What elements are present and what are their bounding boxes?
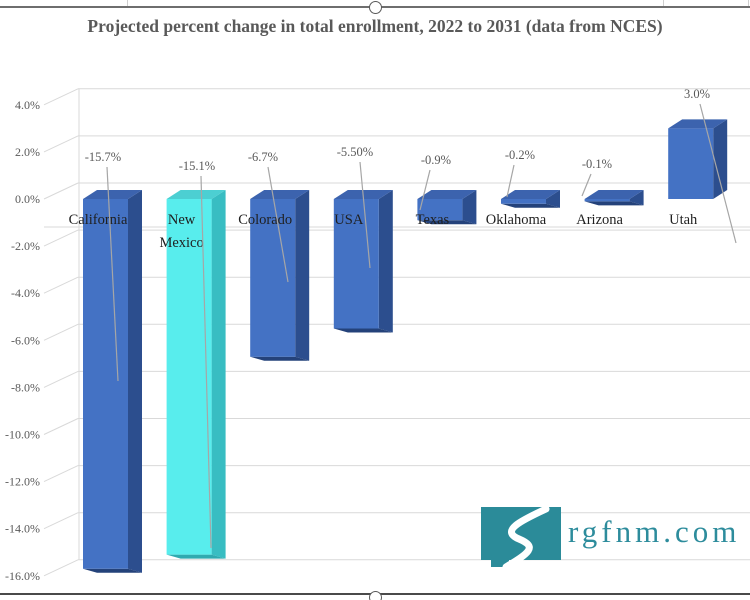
bar-utah[interactable]	[668, 119, 728, 199]
depth-tick	[43, 512, 79, 530]
bar-top-face[interactable]	[584, 190, 644, 199]
bar-usa[interactable]	[333, 190, 393, 333]
bar-front-face[interactable]	[417, 199, 463, 221]
data-label: -0.1%	[582, 157, 612, 171]
bar-top-face[interactable]	[668, 119, 728, 129]
y-axis-tick-label: -6.0%	[11, 333, 40, 347]
data-label: -15.1%	[179, 159, 215, 173]
bar-front-face[interactable]	[166, 199, 212, 555]
leader-line	[419, 169, 431, 211]
depth-tick	[43, 418, 79, 435]
bar-side-face[interactable]	[462, 190, 477, 225]
y-axis-tick-label: 0.0%	[15, 192, 40, 206]
y-axis-tick-label: 2.0%	[15, 145, 40, 159]
bar-bottom-face[interactable]	[250, 356, 310, 361]
category-label: Oklahoma	[486, 212, 547, 228]
y-axis-tick-label: -16.0%	[5, 569, 40, 583]
depth-tick	[43, 276, 79, 294]
bar-bottom-face[interactable]	[501, 203, 560, 208]
category-label: USA	[334, 212, 364, 228]
leader-line	[581, 173, 592, 197]
data-label: -6.7%	[248, 150, 278, 164]
new-mexico-state-river-icon	[481, 505, 561, 571]
leader-line	[699, 103, 737, 244]
bar-front-face[interactable]	[501, 199, 546, 204]
y-axis-tick-label: -2.0%	[11, 239, 40, 253]
y-axis-tick-label: 4.0%	[15, 98, 40, 112]
data-label: -0.2%	[505, 148, 535, 162]
selection-handle-bottom[interactable]	[369, 591, 382, 600]
data-label: -0.9%	[421, 153, 451, 167]
leader-line	[267, 166, 289, 283]
leader-line	[359, 161, 371, 269]
chart-title[interactable]: Projected percent change in total enroll…	[87, 16, 663, 36]
bar-colorado[interactable]	[250, 190, 310, 361]
bar-side-face[interactable]	[378, 190, 393, 333]
spreadsheet-gridline	[663, 0, 664, 6]
depth-tick	[43, 323, 79, 341]
bar-bottom-face[interactable]	[584, 201, 644, 206]
bar-bottom-face[interactable]	[83, 568, 142, 573]
bar-california[interactable]	[83, 190, 142, 573]
bar-bottom-face[interactable]	[333, 328, 393, 333]
leader-line	[506, 164, 515, 198]
category-label: California	[69, 212, 128, 228]
selection-handle-top[interactable]	[369, 1, 382, 14]
bar-side-face[interactable]	[128, 190, 142, 573]
depth-tick	[43, 135, 79, 153]
y-axis-tick-label: -10.0%	[5, 428, 40, 442]
bar-bottom-face[interactable]	[417, 220, 477, 225]
y-axis-tick-label: -12.0%	[5, 475, 40, 489]
bar-texas[interactable]	[417, 190, 477, 225]
category-label: Arizona	[576, 212, 623, 228]
bar-arizona[interactable]	[584, 190, 644, 206]
leader-line	[200, 175, 212, 549]
y-axis-tick-label: -8.0%	[11, 380, 40, 394]
bar-bottom-face[interactable]	[166, 554, 226, 559]
bar-top-face[interactable]	[83, 190, 142, 199]
y-axis-tick-label: -14.0%	[5, 522, 40, 536]
data-label: -15.7%	[85, 150, 121, 164]
y-axis-tick-label: -4.0%	[11, 286, 40, 300]
leader-line	[106, 166, 119, 382]
watermark: rgfnm.com	[480, 505, 750, 572]
bar-new-mexico[interactable]	[166, 190, 226, 559]
spreadsheet-gridline	[127, 0, 128, 6]
bar-top-face[interactable]	[250, 190, 310, 199]
category-label: Texas	[416, 212, 450, 228]
bar-top-face[interactable]	[417, 190, 477, 199]
category-label: Colorado	[238, 212, 292, 228]
bar-side-face[interactable]	[295, 190, 310, 361]
data-label: 3.0%	[684, 87, 710, 101]
bar-side-face[interactable]	[211, 190, 226, 559]
depth-tick	[43, 559, 79, 577]
depth-tick	[43, 465, 79, 483]
bar-front-face[interactable]	[584, 199, 630, 202]
bar-oklahoma[interactable]	[501, 190, 560, 208]
bar-side-face[interactable]	[713, 119, 728, 199]
depth-tick	[43, 182, 79, 200]
bar-side-face[interactable]	[546, 190, 560, 208]
depth-tick	[43, 88, 79, 106]
bar-front-face[interactable]	[333, 199, 379, 329]
spreadsheet-gridline	[748, 0, 749, 6]
depth-tick	[43, 370, 79, 388]
bar-top-face[interactable]	[501, 190, 560, 199]
bar-front-face[interactable]	[668, 128, 714, 199]
data-label: -5.50%	[337, 145, 373, 159]
bar-front-face[interactable]	[83, 199, 128, 569]
depth-tick	[43, 229, 79, 247]
bar-side-face[interactable]	[629, 190, 644, 206]
category-label: New Mexico	[159, 212, 203, 251]
watermark-text: rgfnm.com	[568, 514, 741, 549]
category-label: Utah	[669, 212, 698, 228]
bar-top-face[interactable]	[166, 190, 226, 199]
